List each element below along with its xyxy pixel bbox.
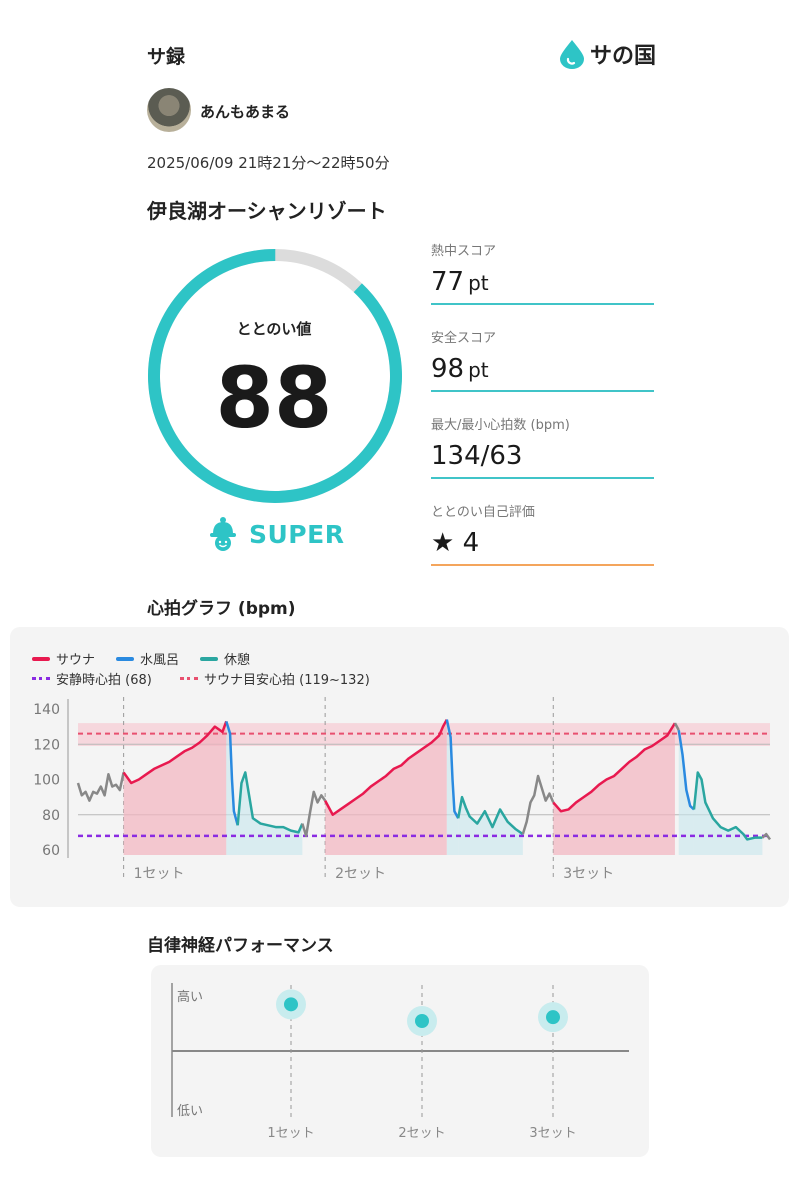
y-tick-label: 80 — [42, 808, 60, 824]
set-label: 2セット — [335, 866, 386, 882]
legend-water: 水風呂 — [116, 649, 179, 668]
rest-line — [236, 771, 304, 834]
stat-divider — [431, 564, 654, 566]
pre-line — [521, 774, 555, 835]
sauna-area — [553, 723, 675, 855]
legend-resting-hr: 安静時心拍 (68) — [32, 669, 152, 688]
stat-heat-score: 熱中スコア 77 pt — [431, 240, 654, 305]
y-tick-label: 140 — [33, 702, 60, 718]
legend-rest: 休憩 — [200, 649, 250, 668]
ans-set-label: 2セット — [398, 1126, 445, 1141]
y-tick-label: 100 — [33, 773, 60, 789]
stat-self-rating: ととのい自己評価 ★ 4 — [431, 501, 654, 566]
sauna-line — [552, 722, 677, 813]
rest-area — [237, 772, 303, 855]
ans-high-label: 高い — [177, 989, 203, 1005]
sauna-hat-icon — [210, 517, 236, 551]
heart-chart-title: 心拍グラフ (bpm) — [147, 599, 296, 619]
brand-name: サの国 — [590, 44, 657, 69]
ans-low-label: 低い — [177, 1104, 203, 1119]
user-name[interactable]: あんもあまる — [200, 103, 291, 121]
stat-unit: pt — [468, 271, 489, 295]
stat-safety-score: 安全スコア 98 pt — [431, 327, 654, 392]
ans-chart-title: 自律神経パフォーマンス — [147, 936, 334, 956]
stat-value: 134/63 — [431, 441, 523, 471]
water-line — [225, 720, 239, 826]
sauna-line — [324, 718, 448, 816]
stat-divider — [431, 390, 654, 392]
pre-line — [673, 722, 680, 731]
heart-chart-panel: サウナ 水風呂 休憩 安静時心拍 (68) サウナ目安心拍 (119~132) … — [10, 627, 789, 907]
app-title: サ録 — [147, 46, 186, 68]
stat-value: 98 — [431, 354, 465, 384]
stat-unit: pt — [468, 358, 489, 382]
ans-point — [546, 1010, 560, 1025]
water-drop-icon — [560, 40, 584, 69]
ans-set-label: 3セット — [529, 1126, 576, 1141]
ans-point — [415, 1014, 429, 1028]
gauge-progress — [148, 249, 402, 503]
rest-line — [456, 795, 524, 836]
totonoi-label: ととのい値 — [236, 320, 312, 338]
facility-name[interactable]: 伊良湖オーシャンリゾート — [147, 199, 387, 223]
rest-area — [458, 797, 523, 855]
rest-area — [693, 772, 763, 855]
rank-badge: SUPER — [207, 516, 344, 552]
rank-text: SUPER — [249, 519, 345, 549]
set-label: 1セット — [134, 866, 185, 882]
set-label: 3セット — [563, 866, 614, 882]
brand-logo[interactable]: サの国 — [558, 38, 656, 70]
stat-label: 最大/最小心拍数 (bpm) — [431, 418, 570, 433]
rest-line — [692, 771, 763, 841]
stat-value: 77 — [431, 267, 465, 297]
avatar[interactable] — [147, 88, 191, 132]
stat-divider — [431, 303, 654, 305]
ans-chart-panel: 高い低い 1セット 2セット 3セット — [151, 965, 649, 1157]
sauna-area — [123, 721, 227, 855]
ans-set-label: 1セット — [267, 1126, 314, 1141]
y-tick-label: 120 — [33, 737, 60, 753]
pre-line — [301, 790, 327, 838]
totonoi-value: 88 — [215, 349, 333, 447]
session-datetime: 2025/06/09 21時21分～22時50分 — [147, 154, 390, 172]
pre-line — [761, 832, 772, 841]
stat-label: ととのい自己評価 — [431, 505, 535, 520]
stat-label: 熱中スコア — [431, 244, 497, 259]
water-line — [677, 729, 695, 811]
sauna-line — [122, 720, 228, 785]
stat-divider — [431, 477, 654, 479]
stat-value: ★ 4 — [431, 528, 480, 558]
stat-heart-rate: 最大/最小心拍数 (bpm) 134/63 — [431, 414, 654, 479]
legend-sauna: サウナ — [32, 649, 95, 668]
water-line — [445, 719, 460, 819]
heart-rate-chart: 140 120 100 80 60 1セット 2セット 3セット — [33, 697, 772, 882]
legend-sauna-target: サウナ目安心拍 (119~132) — [180, 669, 370, 688]
pre-line — [76, 772, 125, 802]
stat-label: 安全スコア — [431, 331, 497, 346]
y-tick-label: 60 — [42, 843, 60, 859]
totonoi-gauge — [148, 249, 402, 503]
ans-point — [284, 997, 298, 1012]
